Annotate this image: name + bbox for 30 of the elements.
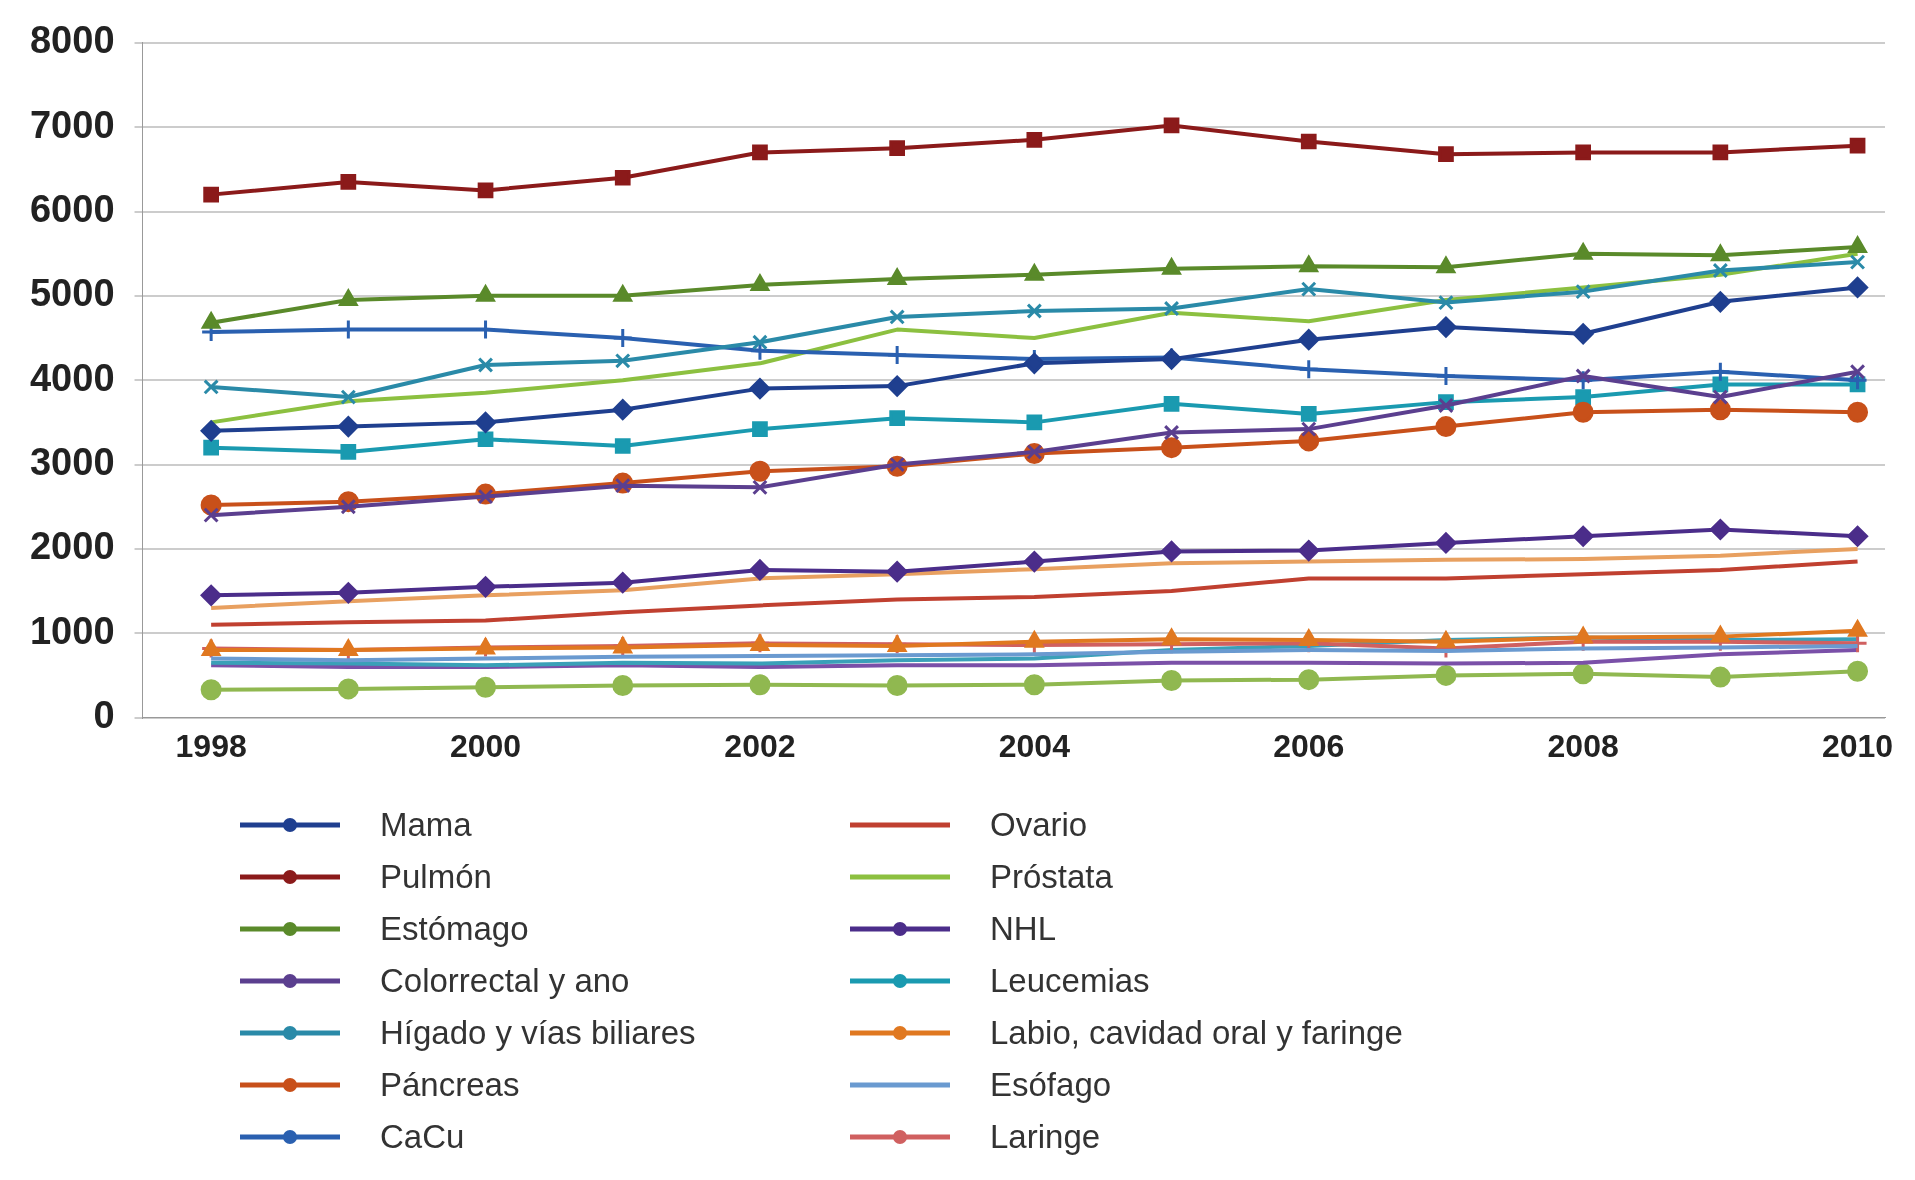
x-tick-label: 2000 <box>449 727 522 764</box>
x-tick-label: 2004 <box>998 727 1071 764</box>
y-tick-label: 8000 <box>29 19 115 62</box>
legend-label: Laringe <box>990 1118 1101 1156</box>
legend-label: Ovario <box>990 806 1088 844</box>
legend-label: Mama <box>380 806 472 844</box>
y-tick-label: 5000 <box>29 272 115 315</box>
y-tick-label: 4000 <box>29 356 115 399</box>
y-tick-label: 2000 <box>29 525 115 568</box>
legend-label: NHL <box>990 910 1057 948</box>
legend-label: Esófago <box>990 1066 1112 1104</box>
legend-label: Leucemias <box>990 962 1150 1000</box>
legend-label: CaCu <box>380 1118 465 1156</box>
legend-label: Pulmón <box>380 858 492 896</box>
legend-label: Hígado y vías biliares <box>380 1014 696 1052</box>
legend-label: Colorrectal y ano <box>380 962 630 1000</box>
legend-label: Próstata <box>990 858 1113 896</box>
y-tick-label: 6000 <box>29 187 115 230</box>
x-tick-label: 2008 <box>1547 727 1619 764</box>
x-tick-label: 2006 <box>1273 727 1345 764</box>
y-tick-label: 1000 <box>29 609 115 652</box>
legend-label: Estómago <box>380 910 529 948</box>
x-tick-label: 2010 <box>1821 727 1894 764</box>
y-tick-label: 3000 <box>29 441 115 484</box>
x-tick-label: 1998 <box>175 727 247 764</box>
y-tick-label: 0 <box>93 694 115 737</box>
legend-label: Páncreas <box>380 1066 520 1104</box>
legend-label: Labio, cavidad oral y faringe <box>990 1014 1403 1052</box>
x-tick-label: 2002 <box>724 727 796 764</box>
y-tick-label: 7000 <box>29 103 115 146</box>
